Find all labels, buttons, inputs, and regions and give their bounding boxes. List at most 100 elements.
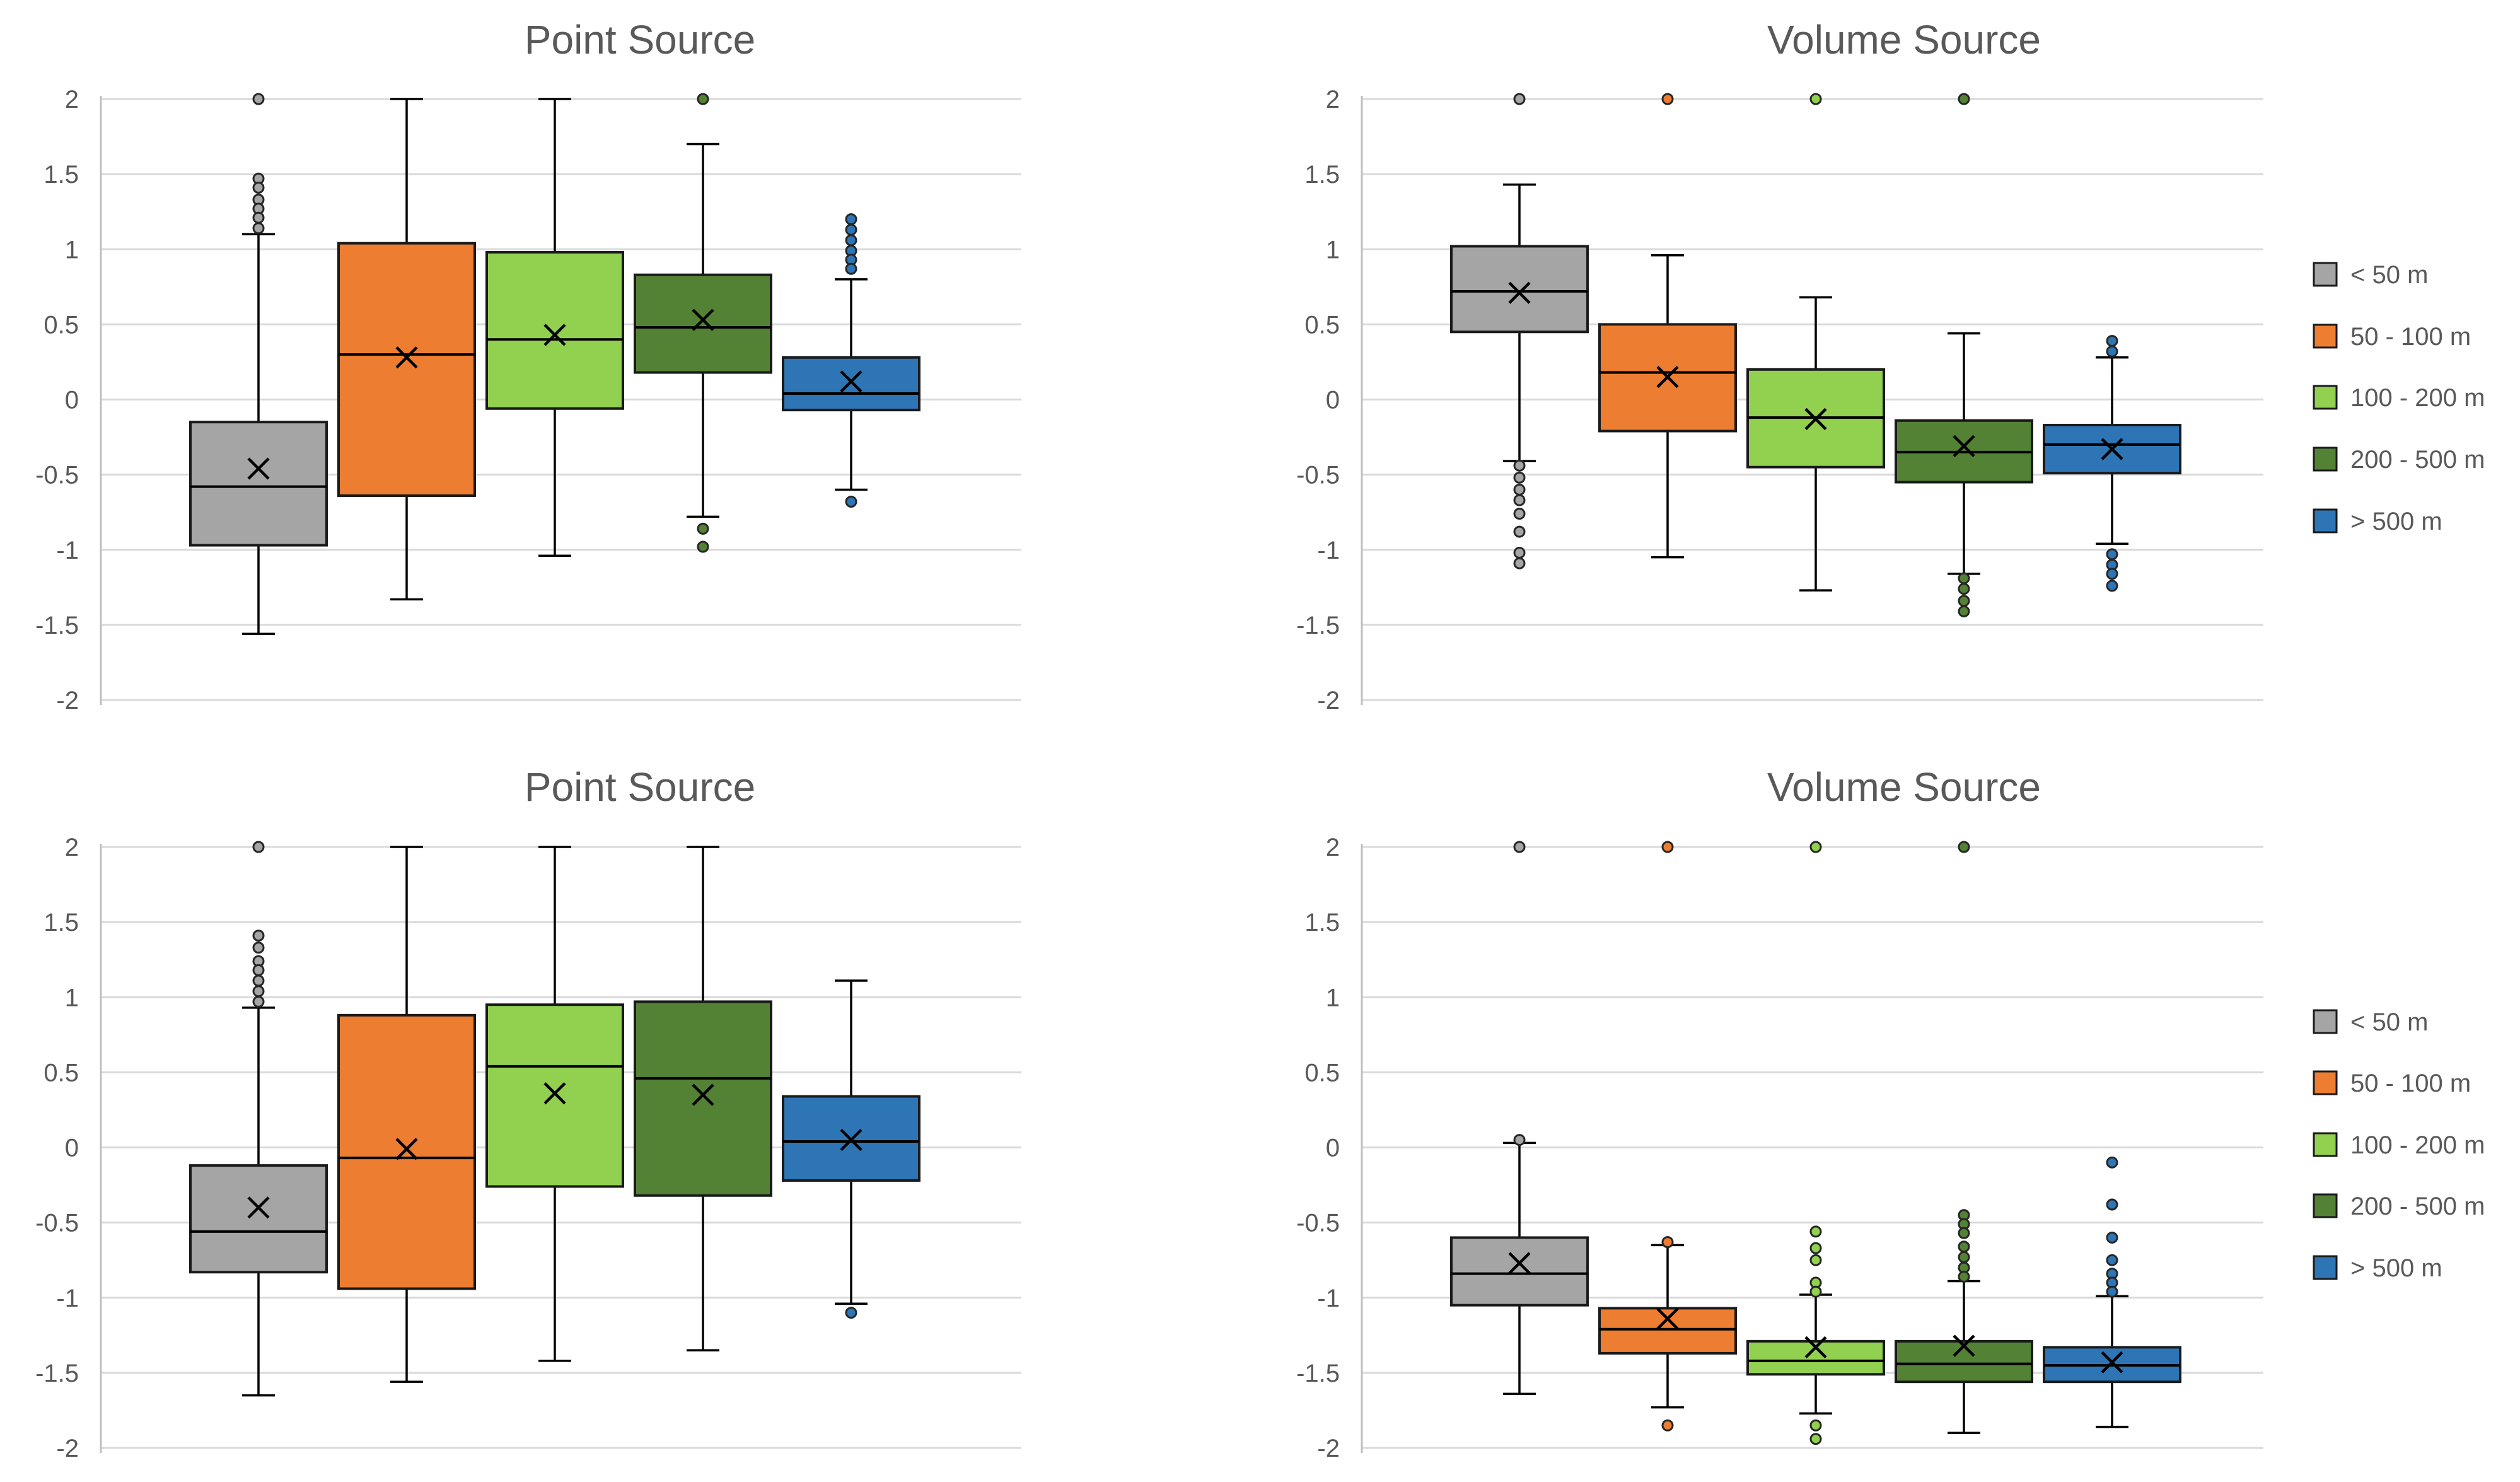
y-tick-label: -1.5 — [35, 1360, 79, 1387]
outlier-point — [845, 1307, 857, 1319]
y-tick-label: 0.5 — [1304, 311, 1340, 339]
outlier-point — [845, 262, 857, 275]
y-tick-label: -2 — [56, 687, 79, 715]
y-tick-label: 1.5 — [44, 161, 79, 189]
y-tick-label: 0.5 — [44, 311, 79, 339]
mean-marker — [2101, 438, 2123, 460]
outlier-point — [2106, 1198, 2118, 1211]
outlier-point — [697, 522, 709, 535]
outlier-point — [1513, 459, 1526, 472]
outlier-point — [1513, 841, 1526, 853]
outlier-point — [1513, 93, 1526, 105]
outlier-point — [1661, 93, 1674, 105]
chart-panel-3: Point Source 2 1.5 1 0.5 0 -0.5 -1 -1.5 -2 — [35, 764, 1021, 1462]
mean-marker — [1953, 1334, 1975, 1357]
mean-marker — [395, 1138, 418, 1160]
outlier-point — [252, 964, 265, 976]
outlier-point — [252, 942, 265, 954]
outlier-point — [1661, 841, 1674, 853]
mean-marker — [1656, 1307, 1679, 1330]
iqr-box — [634, 273, 772, 374]
outlier-point — [1958, 583, 1970, 595]
y-tick-label: -1.5 — [1296, 1360, 1340, 1387]
outlier-point — [1513, 471, 1526, 484]
y-tick-label: 1.5 — [44, 909, 79, 936]
legend: < 50 m 50 - 100 m 100 - 200 m 200 - 500 m > … — [2313, 261, 2485, 535]
y-tick-label: -2 — [1317, 687, 1340, 715]
y-tick-label: -2 — [56, 1435, 79, 1462]
legend-label: < 50 m — [2350, 1008, 2428, 1036]
outlier-point — [2106, 1254, 2118, 1266]
y-tick-label: -0.5 — [35, 1210, 79, 1237]
outlier-point — [1958, 1251, 1970, 1263]
iqr-box — [1450, 1236, 1589, 1307]
legend-swatch-lt50 — [2313, 1009, 2338, 1034]
box-series-100-200 — [1746, 841, 1885, 1445]
mean-marker — [1953, 435, 1975, 457]
outlier-point — [1513, 483, 1526, 496]
y-tick-label: 1.5 — [1304, 161, 1340, 189]
y-tick-label: -1 — [1317, 537, 1340, 564]
mean-marker — [1508, 1252, 1531, 1275]
iqr-box — [189, 421, 328, 547]
y-tick-label: -0.5 — [1296, 1210, 1340, 1237]
outlier-point — [1513, 1134, 1526, 1147]
outlier-point — [1809, 1242, 1822, 1254]
iqr-box — [782, 356, 920, 412]
outlier-point — [2106, 548, 2118, 561]
legend-swatch-50-100 — [2313, 1070, 2338, 1095]
iqr-box — [1598, 1307, 1737, 1355]
box-series-200-500 — [634, 93, 772, 553]
outlier-point — [2106, 580, 2118, 592]
legend-label: 50 - 100 m — [2350, 323, 2471, 351]
y-tick-label: 2 — [65, 834, 79, 861]
iqr-box — [1895, 1339, 2033, 1384]
outlier-point — [1661, 1236, 1674, 1249]
box-series-100-200 — [485, 98, 624, 557]
outlier-point — [1809, 841, 1822, 853]
outlier-point — [1958, 1240, 1970, 1253]
y-tick-label: 0 — [1326, 387, 1340, 414]
y-tick-label: 1 — [65, 236, 79, 264]
legend-swatch-200-500 — [2313, 446, 2338, 472]
outlier-point — [1958, 841, 1970, 853]
outlier-point — [1958, 1270, 1970, 1283]
mean-marker — [1804, 407, 1827, 431]
outlier-point — [845, 223, 857, 236]
mean-marker — [1656, 366, 1679, 388]
legend-swatch-gt500 — [2313, 1255, 2338, 1280]
outlier-point — [1958, 572, 1970, 585]
box-series-gt500 — [2043, 335, 2181, 592]
outlier-point — [252, 995, 265, 1008]
legend-swatch-100-200 — [2313, 1132, 2338, 1157]
outlier-point — [845, 234, 857, 247]
outlier-point — [1513, 525, 1526, 538]
iqr-box — [485, 1003, 624, 1188]
outlier-point — [2106, 335, 2118, 347]
outlier-point — [252, 930, 265, 942]
y-tick-label: -1.5 — [35, 612, 79, 639]
outlier-point — [1809, 1419, 1822, 1432]
outlier-point — [2106, 1285, 2118, 1298]
box-series-gt500 — [2043, 1156, 2181, 1428]
outlier-point — [2106, 1156, 2118, 1169]
y-tick-label: -1 — [56, 1285, 79, 1312]
y-tick-label: 2 — [1326, 834, 1340, 861]
outlier-point — [1809, 93, 1822, 105]
box-series-100-200 — [1746, 93, 1885, 592]
chart-title: Volume Source — [1767, 764, 2041, 810]
legend-label: 200 - 500 m — [2350, 446, 2485, 474]
box-series-gt500 — [782, 213, 920, 508]
outlier-point — [2106, 568, 2118, 580]
mean-marker — [1508, 281, 1531, 304]
y-tick-label: -1 — [1317, 1285, 1340, 1312]
y-tick-label: -1 — [56, 537, 79, 564]
box-series-50-100 — [337, 98, 476, 601]
legend-label: > 500 m — [2350, 508, 2442, 535]
y-tick-label: -1.5 — [1296, 612, 1340, 639]
outlier-point — [1513, 547, 1526, 559]
outlier-point — [252, 211, 265, 224]
outlier-point — [1513, 508, 1526, 520]
legend-label: 100 - 200 m — [2350, 1131, 2485, 1159]
